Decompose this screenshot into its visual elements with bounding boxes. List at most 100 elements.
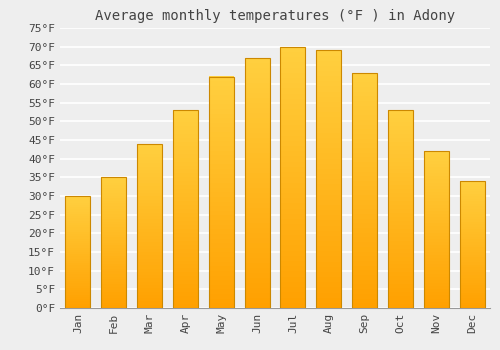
Bar (173, 189, 198, 193)
Bar (244, 183, 270, 188)
Bar (101, 282, 126, 285)
Bar (388, 221, 413, 225)
Bar (316, 159, 342, 164)
Bar (101, 251, 126, 253)
Bar (424, 299, 449, 302)
Bar (208, 123, 234, 127)
Bar (66, 290, 90, 292)
Bar (101, 201, 126, 203)
Bar (280, 292, 305, 298)
Bar (388, 177, 413, 181)
Bar (316, 205, 342, 210)
Bar (173, 197, 198, 201)
Bar (460, 234, 484, 237)
Bar (66, 306, 90, 308)
Bar (460, 229, 484, 232)
Bar (352, 275, 377, 280)
Bar (316, 298, 342, 303)
Bar (101, 240, 126, 243)
Bar (424, 226, 449, 230)
Bar (208, 127, 234, 132)
Bar (388, 268, 413, 272)
Bar (101, 196, 126, 198)
Bar (460, 196, 484, 199)
Bar (424, 182, 449, 186)
Bar (137, 144, 162, 147)
Bar (173, 248, 198, 253)
Bar (208, 150, 234, 155)
Bar (388, 225, 413, 229)
Bar (137, 213, 162, 216)
Bar (280, 135, 305, 141)
Bar (388, 264, 413, 268)
Bar (316, 267, 342, 272)
Bar (66, 259, 90, 261)
Bar (388, 288, 413, 292)
Bar (316, 261, 342, 267)
Bar (101, 222, 126, 224)
Bar (388, 193, 413, 197)
Bar (388, 252, 413, 257)
Bar (244, 128, 270, 133)
Bar (280, 94, 305, 99)
Bar (352, 256, 377, 261)
Bar (388, 304, 413, 308)
Bar (316, 164, 342, 169)
Bar (460, 293, 484, 295)
Bar (460, 186, 484, 189)
Bar (280, 303, 305, 308)
Bar (424, 198, 449, 201)
Bar (460, 275, 484, 278)
Bar (208, 285, 234, 289)
Bar (388, 245, 413, 248)
Bar (101, 185, 126, 188)
Bar (208, 100, 234, 104)
Bar (280, 193, 305, 198)
Bar (244, 258, 270, 263)
Bar (137, 304, 162, 308)
Bar (244, 153, 270, 158)
Bar (66, 205, 90, 207)
Bar (352, 96, 377, 101)
Bar (280, 78, 305, 83)
Bar (66, 243, 90, 245)
Bar (424, 239, 449, 242)
Bar (352, 214, 377, 219)
Bar (280, 151, 305, 156)
Bar (208, 248, 234, 252)
Bar (388, 233, 413, 237)
Bar (352, 237, 377, 242)
Bar (101, 230, 126, 232)
Bar (66, 198, 90, 201)
Bar (208, 262, 234, 266)
Bar (352, 176, 377, 181)
Bar (388, 201, 413, 205)
Bar (424, 292, 449, 295)
Bar (66, 250, 90, 252)
Bar (66, 299, 90, 301)
Bar (316, 257, 342, 262)
Bar (137, 256, 162, 259)
Bar (352, 223, 377, 228)
Bar (66, 286, 90, 288)
Bar (316, 241, 342, 246)
Bar (244, 193, 270, 198)
Bar (137, 203, 162, 206)
Bar (101, 237, 126, 240)
Bar (101, 305, 126, 308)
Bar (101, 188, 126, 190)
Bar (388, 185, 413, 189)
Bar (352, 87, 377, 92)
Bar (460, 227, 484, 229)
Bar (352, 195, 377, 200)
Bar (316, 236, 342, 241)
Bar (388, 142, 413, 146)
Bar (208, 225, 234, 229)
Bar (424, 254, 449, 258)
Bar (244, 98, 270, 103)
Bar (280, 188, 305, 193)
Bar (352, 73, 377, 308)
Bar (460, 242, 484, 245)
Bar (244, 143, 270, 148)
Bar (173, 161, 198, 166)
